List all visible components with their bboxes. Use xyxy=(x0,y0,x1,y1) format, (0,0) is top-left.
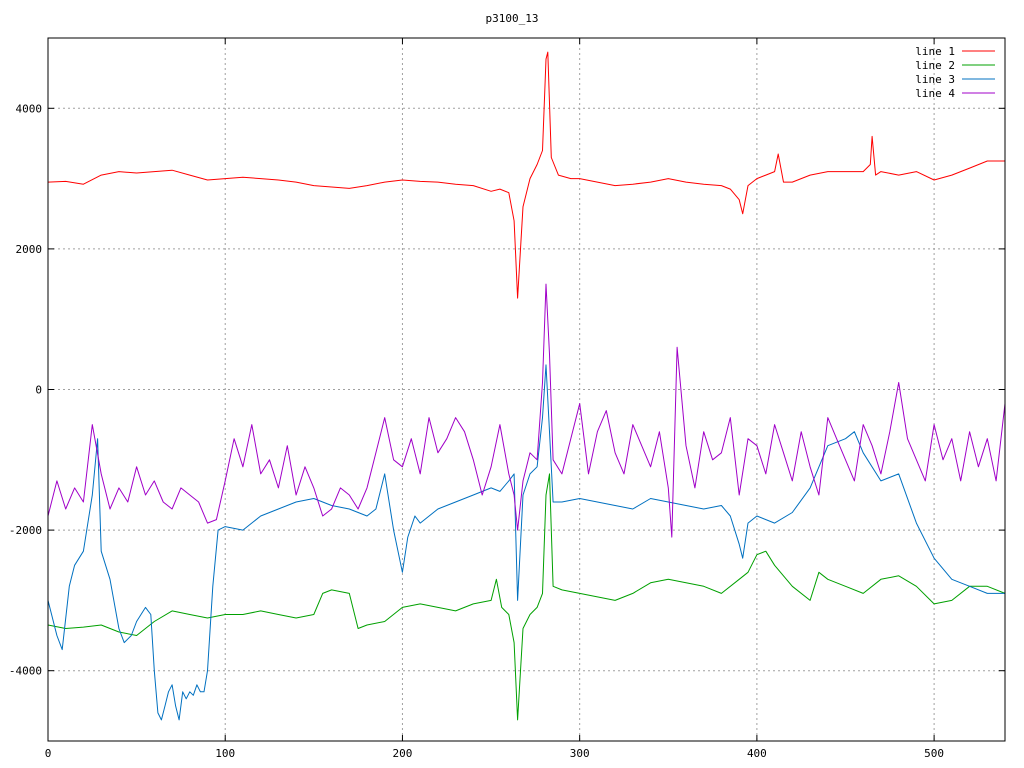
y-tick-label: 2000 xyxy=(16,243,43,256)
grid xyxy=(48,38,1005,741)
x-tick-label: 100 xyxy=(215,747,235,760)
series-line xyxy=(47,51,1005,299)
y-tick-label: -4000 xyxy=(9,665,42,678)
y-tick-label: 0 xyxy=(35,384,42,397)
series-line xyxy=(47,364,1005,721)
x-tick-label: 500 xyxy=(924,747,944,760)
y-tick-label: 4000 xyxy=(16,102,43,115)
x-tick-label: 0 xyxy=(45,747,52,760)
series-line xyxy=(47,283,1006,538)
axis-ticks: 0 100 200 300 400 500 -4000 -2000 0 2000 4000 xyxy=(9,38,1005,760)
legend-label: line 4 xyxy=(915,87,955,100)
legend-label: line 2 xyxy=(915,59,955,72)
x-tick-label: 400 xyxy=(747,747,767,760)
y-tick-label: -2000 xyxy=(9,524,42,537)
plot-frame xyxy=(47,37,1006,742)
legend-label: line 1 xyxy=(915,45,955,58)
chart-title: p3100_13 xyxy=(486,12,539,25)
legend-label: line 3 xyxy=(915,73,955,86)
x-tick-label: 300 xyxy=(570,747,590,760)
x-tick-label: 200 xyxy=(393,747,413,760)
series-line xyxy=(47,473,1006,721)
series-group xyxy=(47,51,1006,721)
